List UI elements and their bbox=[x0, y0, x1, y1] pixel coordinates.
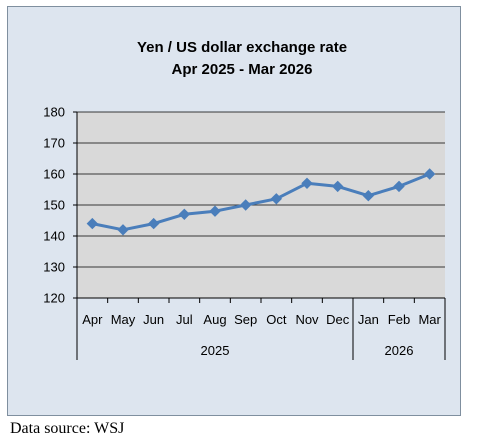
y-tick-label: 140 bbox=[43, 229, 65, 244]
data-point bbox=[86, 217, 99, 230]
data-point bbox=[393, 180, 405, 193]
x-tick-label: May bbox=[111, 312, 136, 327]
y-tick-label: 160 bbox=[43, 167, 65, 182]
data-point bbox=[423, 168, 436, 180]
x-tick-label: Dec bbox=[326, 312, 350, 327]
group-label: 2026 bbox=[385, 343, 414, 358]
x-tick-label: Jan bbox=[358, 312, 379, 327]
data-point bbox=[239, 199, 252, 211]
group-label: 2025 bbox=[201, 343, 230, 358]
data-point bbox=[178, 208, 191, 221]
x-tick-label: Aug bbox=[203, 312, 226, 327]
x-tick-label: Apr bbox=[82, 312, 103, 327]
x-tick-label: Sep bbox=[234, 312, 257, 327]
y-tick-label: 150 bbox=[43, 198, 65, 213]
y-tick-label: 130 bbox=[43, 260, 65, 275]
x-tick-label: Feb bbox=[388, 312, 410, 327]
data-source-note: Data source: WSJ bbox=[10, 420, 125, 437]
chart-title-line1: Yen / US dollar exchange rate bbox=[137, 39, 347, 56]
data-point bbox=[331, 180, 344, 193]
data-point bbox=[301, 177, 313, 190]
x-tick-label: Nov bbox=[295, 312, 319, 327]
x-tick-label: Oct bbox=[266, 312, 287, 327]
y-tick-label: 120 bbox=[43, 291, 65, 306]
y-tick-label: 170 bbox=[43, 136, 65, 151]
data-point bbox=[147, 217, 160, 230]
x-tick-label: Mar bbox=[418, 312, 441, 327]
data-point bbox=[117, 224, 129, 236]
chart-title-line2: Apr 2025 - Mar 2026 bbox=[172, 61, 313, 78]
series-line bbox=[92, 172, 431, 232]
data-point bbox=[209, 205, 221, 217]
y-tick-label: 180 bbox=[43, 105, 65, 120]
data-point bbox=[362, 189, 375, 202]
data-point bbox=[270, 193, 283, 205]
x-tick-label: Jul bbox=[176, 312, 193, 327]
x-tick-label: Jun bbox=[143, 312, 164, 327]
